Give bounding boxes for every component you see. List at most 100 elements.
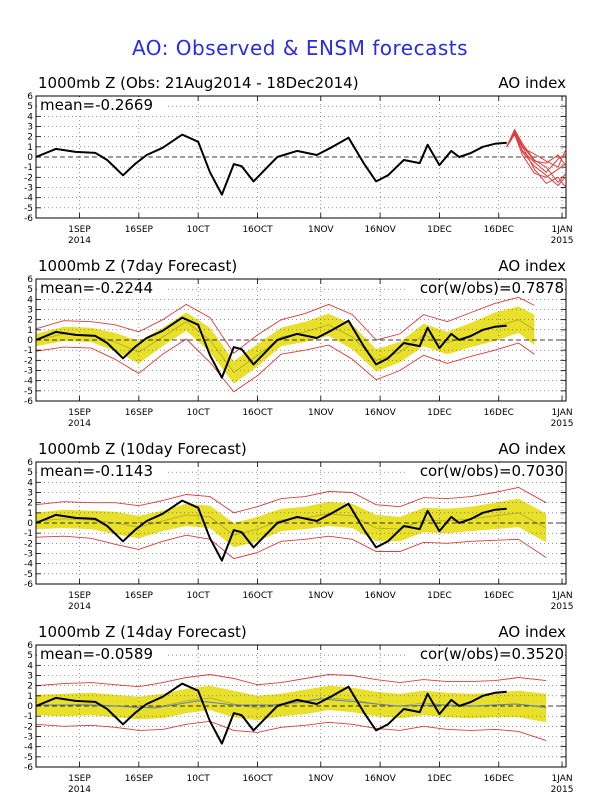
panel-14day-forecast: 1000mb Z (14day Forecast) AO index6543210… bbox=[24, 623, 573, 795]
ensemble-lower-bound-line bbox=[35, 534, 547, 560]
y-tick-label: -3 bbox=[24, 550, 33, 560]
x-tick-label: 10CT bbox=[187, 591, 211, 601]
y-tick-label: -2 bbox=[24, 539, 33, 549]
observed-ao-line bbox=[35, 682, 507, 745]
mean-label-background bbox=[37, 280, 167, 296]
y-tick-label: 1 bbox=[27, 143, 33, 153]
y-tick-label: -1 bbox=[24, 163, 33, 173]
panel-10day-forecast: 1000mb Z (10day Forecast) AO index6543210… bbox=[24, 440, 573, 612]
y-tick-label: -6 bbox=[24, 763, 33, 773]
index-label: AO index bbox=[498, 623, 566, 641]
x-tick-label: 1NOV bbox=[308, 774, 334, 784]
x-tick-label: 16NOV bbox=[364, 408, 396, 418]
x-tick-label: 1DEC bbox=[427, 774, 452, 784]
x-tick-label: 1SEP bbox=[68, 774, 91, 784]
y-tick-label: 2 bbox=[27, 133, 33, 143]
x-tick-label: 16OCT bbox=[242, 225, 273, 235]
forecast-member-line bbox=[506, 128, 567, 184]
y-tick-label: 1 bbox=[27, 326, 33, 336]
ensemble-upper-bound-line bbox=[35, 486, 547, 514]
y-tick-label: 3 bbox=[27, 123, 33, 133]
x-tick-label: 1NOV bbox=[308, 408, 334, 418]
y-tick-label: 5 bbox=[27, 102, 33, 112]
y-tick-label: -3 bbox=[24, 733, 33, 743]
y-tick-label: 0 bbox=[27, 519, 33, 529]
x-tick-year-label: 2015 bbox=[551, 236, 574, 246]
y-tick-label: 0 bbox=[27, 153, 33, 163]
panel-title: 1000mb Z (10day Forecast) bbox=[38, 440, 247, 458]
ensemble-upper-bound-line bbox=[35, 296, 535, 354]
forecast-member-line bbox=[506, 129, 567, 188]
x-tick-label: 1SEP bbox=[68, 225, 91, 235]
y-tick-label: 1 bbox=[27, 692, 33, 702]
forecast-member-line bbox=[506, 132, 567, 187]
x-tick-label: 10CT bbox=[187, 408, 211, 418]
mean-label-background bbox=[37, 463, 167, 479]
correlation-label-background bbox=[408, 280, 565, 296]
ensemble-lower-bound-line bbox=[35, 720, 547, 742]
y-tick-label: 0 bbox=[27, 336, 33, 346]
x-tick-label: 16OCT bbox=[242, 774, 273, 784]
index-label: AO index bbox=[498, 257, 566, 275]
index-label: AO index bbox=[498, 440, 566, 458]
x-tick-label: 1DEC bbox=[427, 408, 452, 418]
ensemble-upper-bound-line bbox=[35, 674, 547, 688]
y-tick-label: 3 bbox=[27, 672, 33, 682]
y-tick-label: 5 bbox=[27, 285, 33, 295]
y-tick-label: -6 bbox=[24, 580, 33, 590]
ensemble-spread-band bbox=[36, 306, 535, 384]
x-tick-label: 16NOV bbox=[364, 774, 396, 784]
y-tick-label: -2 bbox=[24, 173, 33, 183]
ensemble-lower-bound-line bbox=[35, 338, 535, 393]
y-tick-label: 4 bbox=[27, 478, 33, 488]
y-tick-label: 6 bbox=[27, 458, 33, 468]
y-tick-label: -6 bbox=[24, 214, 33, 224]
y-tick-label: 3 bbox=[27, 306, 33, 316]
correlation-label: cor(w/obs)=0.7030 bbox=[420, 462, 564, 480]
panel-7day-forecast: 1000mb Z (7day Forecast) AO index6543210-… bbox=[24, 257, 574, 429]
x-tick-label: 16SEP bbox=[125, 225, 154, 235]
y-tick-label: 6 bbox=[27, 92, 33, 102]
mean-label: mean=-0.2244 bbox=[40, 279, 153, 297]
mean-label: mean=-0.2669 bbox=[40, 96, 153, 114]
mean-label-background bbox=[37, 646, 167, 662]
x-tick-label: 16DEC bbox=[484, 774, 514, 784]
mean-label-background bbox=[37, 97, 167, 113]
x-tick-label: 16DEC bbox=[484, 225, 514, 235]
y-tick-label: -1 bbox=[24, 346, 33, 356]
panel-observed: 1000mb Z (Obs: 21Aug2014 - 18Dec2014) AO … bbox=[24, 74, 574, 246]
y-tick-label: -3 bbox=[24, 367, 33, 377]
y-tick-label: 4 bbox=[27, 661, 33, 671]
y-tick-label: 1 bbox=[27, 509, 33, 519]
x-tick-label: 1DEC bbox=[427, 225, 452, 235]
y-tick-label: -5 bbox=[24, 387, 33, 397]
y-tick-label: -2 bbox=[24, 356, 33, 366]
x-tick-label: 16DEC bbox=[484, 591, 514, 601]
x-tick-label: 16SEP bbox=[125, 408, 154, 418]
panel-title: 1000mb Z (Obs: 21Aug2014 - 18Dec2014) bbox=[38, 74, 359, 92]
x-tick-year-label: 2014 bbox=[68, 236, 91, 246]
y-tick-label: -5 bbox=[24, 204, 33, 214]
observed-ao-line bbox=[35, 499, 507, 562]
x-tick-label: 1JAN bbox=[551, 408, 572, 418]
mean-label: mean=-0.0589 bbox=[40, 645, 153, 663]
x-tick-label: 16OCT bbox=[242, 408, 273, 418]
ensemble-mean-line bbox=[36, 698, 547, 709]
x-tick-label: 16NOV bbox=[364, 591, 396, 601]
x-tick-label: 1SEP bbox=[68, 408, 91, 418]
ensemble-spread-band bbox=[36, 498, 547, 548]
x-tick-label: 1JAN bbox=[551, 591, 572, 601]
x-tick-label: 16OCT bbox=[242, 591, 273, 601]
y-tick-label: -3 bbox=[24, 184, 33, 194]
x-tick-label: 1JAN bbox=[551, 225, 572, 235]
figure-title: AO: Observed & ENSM forecasts bbox=[131, 36, 469, 60]
x-tick-label: 10CT bbox=[187, 774, 211, 784]
x-tick-label: 16SEP bbox=[125, 591, 154, 601]
x-tick-year-label: 2015 bbox=[551, 419, 574, 429]
y-tick-label: 6 bbox=[27, 641, 33, 651]
y-tick-label: 6 bbox=[27, 275, 33, 285]
x-tick-label: 1NOV bbox=[308, 591, 334, 601]
y-tick-label: 3 bbox=[27, 489, 33, 499]
x-tick-year-label: 2014 bbox=[68, 602, 91, 612]
x-tick-label: 1JAN bbox=[551, 774, 572, 784]
